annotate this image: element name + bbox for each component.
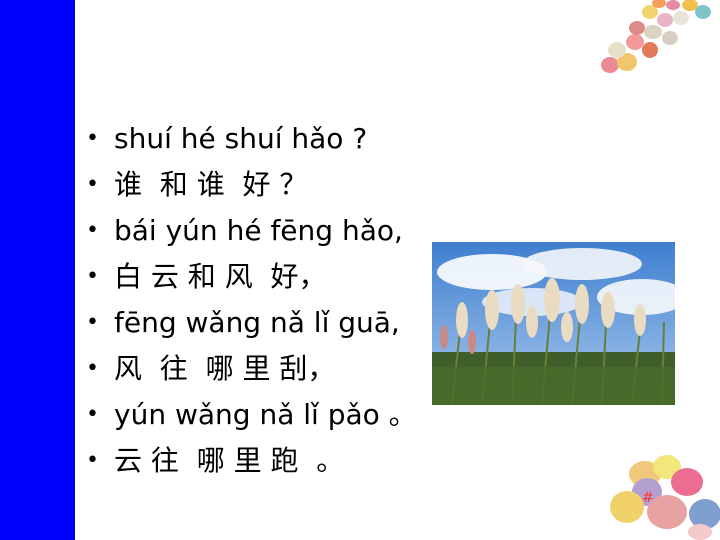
list-item: • 谁 和 谁 好 ？ bbox=[86, 162, 417, 208]
eggs-top-decoration bbox=[601, 0, 711, 73]
list-item: • yún wǎng nǎ lǐ pǎo 。 bbox=[86, 392, 417, 438]
line-text: 谁 和 谁 好 ？ bbox=[114, 168, 308, 201]
bullet-list: • shuí hé shuí hǎo ? • 谁 和 谁 好 ？ • bái yún … bbox=[86, 116, 417, 484]
line-text: 云 往 哪 里 跑 。 bbox=[114, 444, 345, 477]
bullet-icon: • bbox=[86, 264, 99, 289]
bullet-icon: • bbox=[86, 402, 99, 427]
line-text: yún wǎng nǎ lǐ pǎo 。 bbox=[114, 398, 417, 431]
line-text: fēng wǎng nǎ lǐ guā, bbox=[114, 306, 400, 339]
bullet-icon: • bbox=[86, 310, 99, 335]
eggs-bottom-decoration bbox=[610, 455, 720, 540]
bullet-icon: • bbox=[86, 356, 99, 381]
list-item: • shuí hé shuí hǎo ? bbox=[86, 116, 417, 162]
bullet-icon: • bbox=[86, 126, 99, 151]
page-number: # bbox=[642, 490, 654, 506]
grass-sky-photo bbox=[432, 242, 675, 405]
list-item: • 云 往 哪 里 跑 。 bbox=[86, 438, 417, 484]
list-item: • bái yún hé fēng hǎo, bbox=[86, 208, 417, 254]
side-bar bbox=[0, 0, 75, 540]
bullet-icon: • bbox=[86, 172, 99, 197]
line-text: 白 云 和 风 好， bbox=[114, 260, 327, 293]
line-text: bái yún hé fēng hǎo, bbox=[114, 214, 403, 247]
list-item: • 风 往 哪 里 刮， bbox=[86, 346, 417, 392]
bullet-icon: • bbox=[86, 218, 99, 243]
list-item: • 白 云 和 风 好， bbox=[86, 254, 417, 300]
line-text: shuí hé shuí hǎo ? bbox=[114, 122, 368, 155]
list-item: • fēng wǎng nǎ lǐ guā, bbox=[86, 300, 417, 346]
line-text: 风 往 哪 里 刮， bbox=[114, 352, 336, 385]
bullet-icon: • bbox=[86, 448, 99, 473]
